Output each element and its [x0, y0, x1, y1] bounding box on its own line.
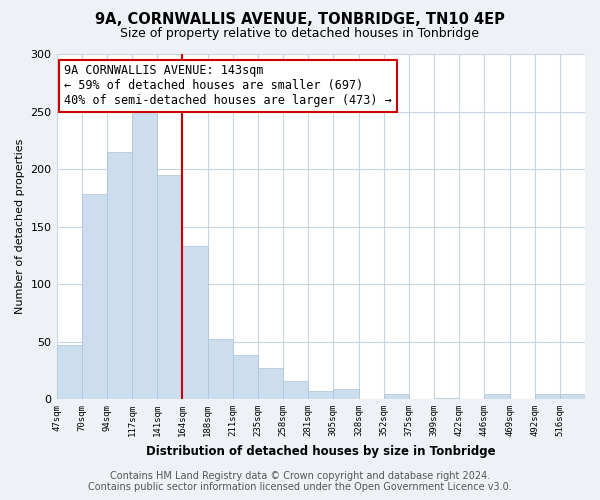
Bar — [308, 391, 334, 399]
Bar — [56, 345, 82, 399]
Bar — [208, 339, 233, 399]
Bar — [560, 394, 585, 399]
Bar — [157, 175, 182, 399]
Bar — [484, 394, 509, 399]
Bar — [82, 194, 107, 399]
Y-axis label: Number of detached properties: Number of detached properties — [15, 139, 25, 314]
Text: Contains HM Land Registry data © Crown copyright and database right 2024.
Contai: Contains HM Land Registry data © Crown c… — [88, 471, 512, 492]
Bar — [233, 356, 258, 399]
X-axis label: Distribution of detached houses by size in Tonbridge: Distribution of detached houses by size … — [146, 444, 496, 458]
Bar — [383, 394, 409, 399]
Text: Size of property relative to detached houses in Tonbridge: Size of property relative to detached ho… — [121, 28, 479, 40]
Bar — [334, 388, 359, 399]
Bar — [434, 398, 459, 399]
Text: 9A, CORNWALLIS AVENUE, TONBRIDGE, TN10 4EP: 9A, CORNWALLIS AVENUE, TONBRIDGE, TN10 4… — [95, 12, 505, 28]
Bar — [535, 394, 560, 399]
Bar — [258, 368, 283, 399]
Bar — [283, 380, 308, 399]
Bar — [132, 112, 157, 399]
Bar — [182, 246, 208, 399]
Text: 9A CORNWALLIS AVENUE: 143sqm
← 59% of detached houses are smaller (697)
40% of s: 9A CORNWALLIS AVENUE: 143sqm ← 59% of de… — [64, 64, 392, 108]
Bar — [107, 152, 132, 399]
